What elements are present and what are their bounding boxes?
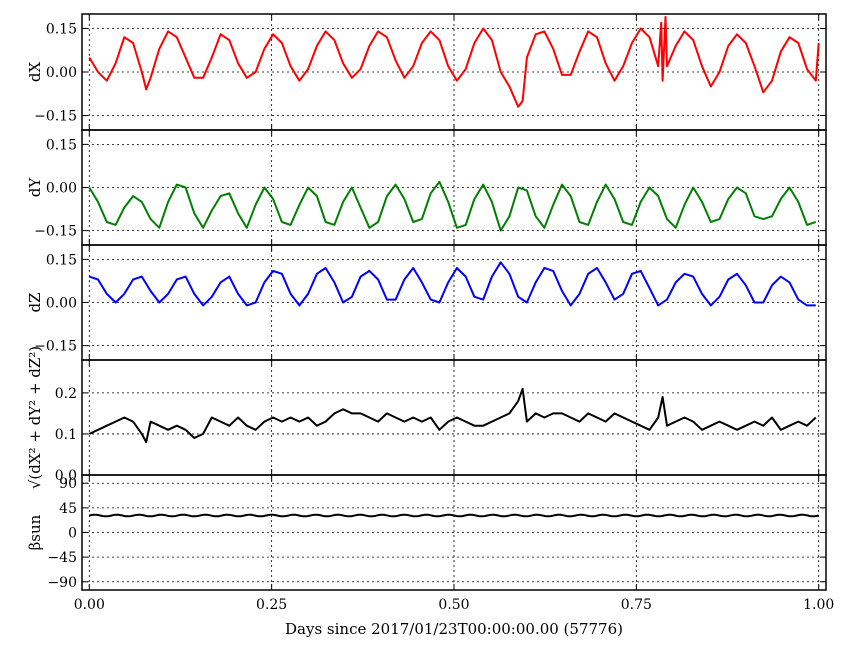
series-line (89, 513, 819, 518)
y-tick-label: 0.1 (55, 427, 77, 443)
x-tick-label: 0.00 (74, 597, 105, 613)
y-tick-label: 0.00 (46, 296, 77, 312)
panel-frame (81, 474, 827, 591)
x-tick-label: 0.75 (621, 597, 652, 613)
y-tick-label: −45 (47, 550, 77, 566)
y-axis-label: dZ (26, 292, 44, 312)
y-tick-label: 0.2 (55, 386, 77, 402)
y-tick-label: 0.00 (46, 181, 77, 197)
x-tick-label: 0.50 (438, 597, 469, 613)
y-tick-label: −90 (47, 575, 77, 591)
y-axis-label: βsun (26, 514, 44, 550)
series-line (88, 15, 820, 108)
y-tick-label: 0 (68, 526, 77, 542)
y-tick-label: 0.15 (46, 137, 77, 153)
y-tick-label: 0.0 (55, 468, 77, 484)
panel-2: −0.15 0.00 0.15 dZ (26, 244, 827, 361)
y-axis-label: dY (26, 177, 44, 198)
y-tick-label: −0.15 (34, 339, 77, 355)
x-tick-label: 1.00 (803, 597, 834, 613)
y-axis-label: √(dX² + dY² + dZ²) (26, 346, 44, 489)
series-line (88, 387, 817, 444)
y-tick-label: 0.15 (46, 252, 77, 268)
series-line (88, 261, 816, 307)
panel-1: −0.15 0.00 0.15 dY (26, 129, 827, 246)
panel-3: 0.0 0.1 0.2 √(dX² + dY² + dZ²) (26, 346, 827, 489)
panels: −0.150.000.15dX−0.150.000.15dY−0.150.000… (26, 13, 834, 613)
panel-4: −90 −45 0 45 90 βsun (26, 474, 827, 591)
series-line (88, 180, 817, 232)
y-tick-label: 90 (59, 476, 77, 492)
x-tick-label: 0.25 (256, 597, 287, 613)
y-tick-label: 0.15 (46, 22, 77, 38)
y-tick-label: 0.00 (46, 65, 77, 81)
y-tick-label: 45 (59, 501, 77, 517)
y-axis-label: dX (26, 62, 44, 83)
y-tick-label: −0.15 (34, 109, 77, 125)
panel-0: −0.15 0.00 0.15 dX (26, 13, 827, 131)
y-tick-label: −0.15 (34, 224, 77, 240)
x-axis-label: Days since 2017/01/23T00:00:00.00 (57776… (285, 620, 623, 638)
panel-frame (81, 359, 827, 476)
